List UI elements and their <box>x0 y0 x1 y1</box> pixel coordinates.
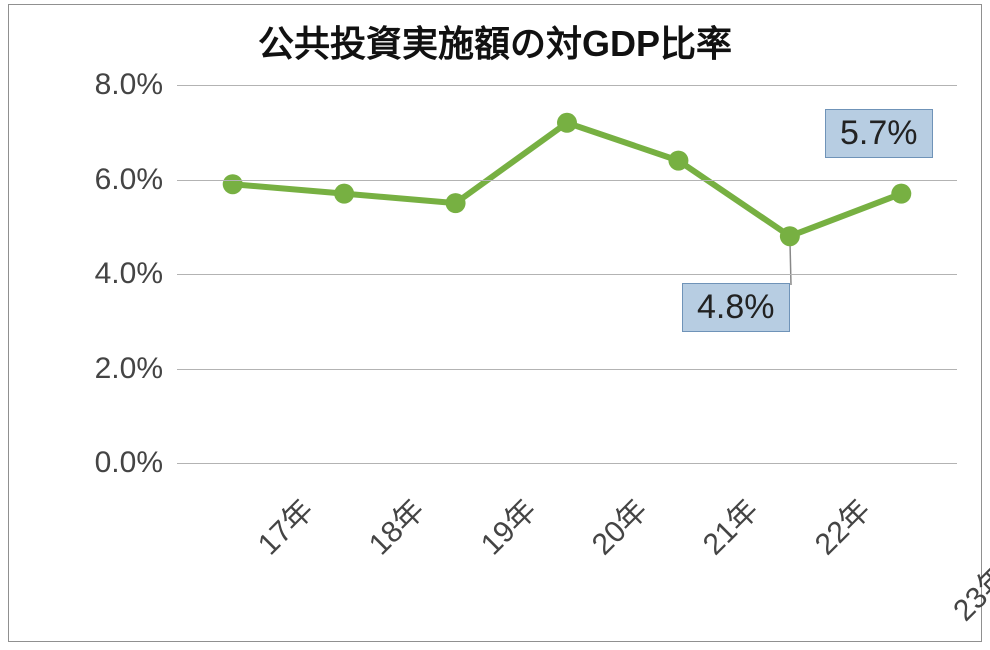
y-tick-label: 2.0% <box>95 352 177 386</box>
x-tick-label: 20年 <box>580 487 656 563</box>
chart-title: 公共投資実施額の対GDP比率 <box>9 15 981 67</box>
x-tick-label: 22年 <box>802 487 878 563</box>
x-tick-label: 21年 <box>691 487 767 563</box>
x-tick-label: 18年 <box>357 487 433 563</box>
gridline <box>177 463 957 464</box>
x-tick-label: 19年 <box>468 487 544 563</box>
series-marker <box>557 113 577 133</box>
gridline <box>177 274 957 275</box>
series-marker <box>891 184 911 204</box>
data-label-callout: 4.8% <box>682 283 790 332</box>
series-marker <box>780 226 800 246</box>
series-marker <box>668 151 688 171</box>
series-marker <box>223 174 243 194</box>
series-marker <box>446 193 466 213</box>
plot-area: 0.0%2.0%4.0%6.0%8.0%17年18年19年20年21年22年23… <box>177 85 957 463</box>
gridline <box>177 369 957 370</box>
x-tick-label: 17年 <box>245 487 321 563</box>
y-tick-label: 8.0% <box>95 68 177 102</box>
chart-frame: 公共投資実施額の対GDP比率 0.0%2.0%4.0%6.0%8.0%17年18… <box>8 4 982 642</box>
gridline <box>177 180 957 181</box>
series-marker <box>334 184 354 204</box>
x-tick-label: 23年1－9月 <box>941 487 990 629</box>
data-label-callout: 5.7% <box>825 109 933 158</box>
y-tick-label: 6.0% <box>95 163 177 197</box>
y-tick-label: 0.0% <box>95 446 177 480</box>
y-tick-label: 4.0% <box>95 257 177 291</box>
gridline <box>177 85 957 86</box>
